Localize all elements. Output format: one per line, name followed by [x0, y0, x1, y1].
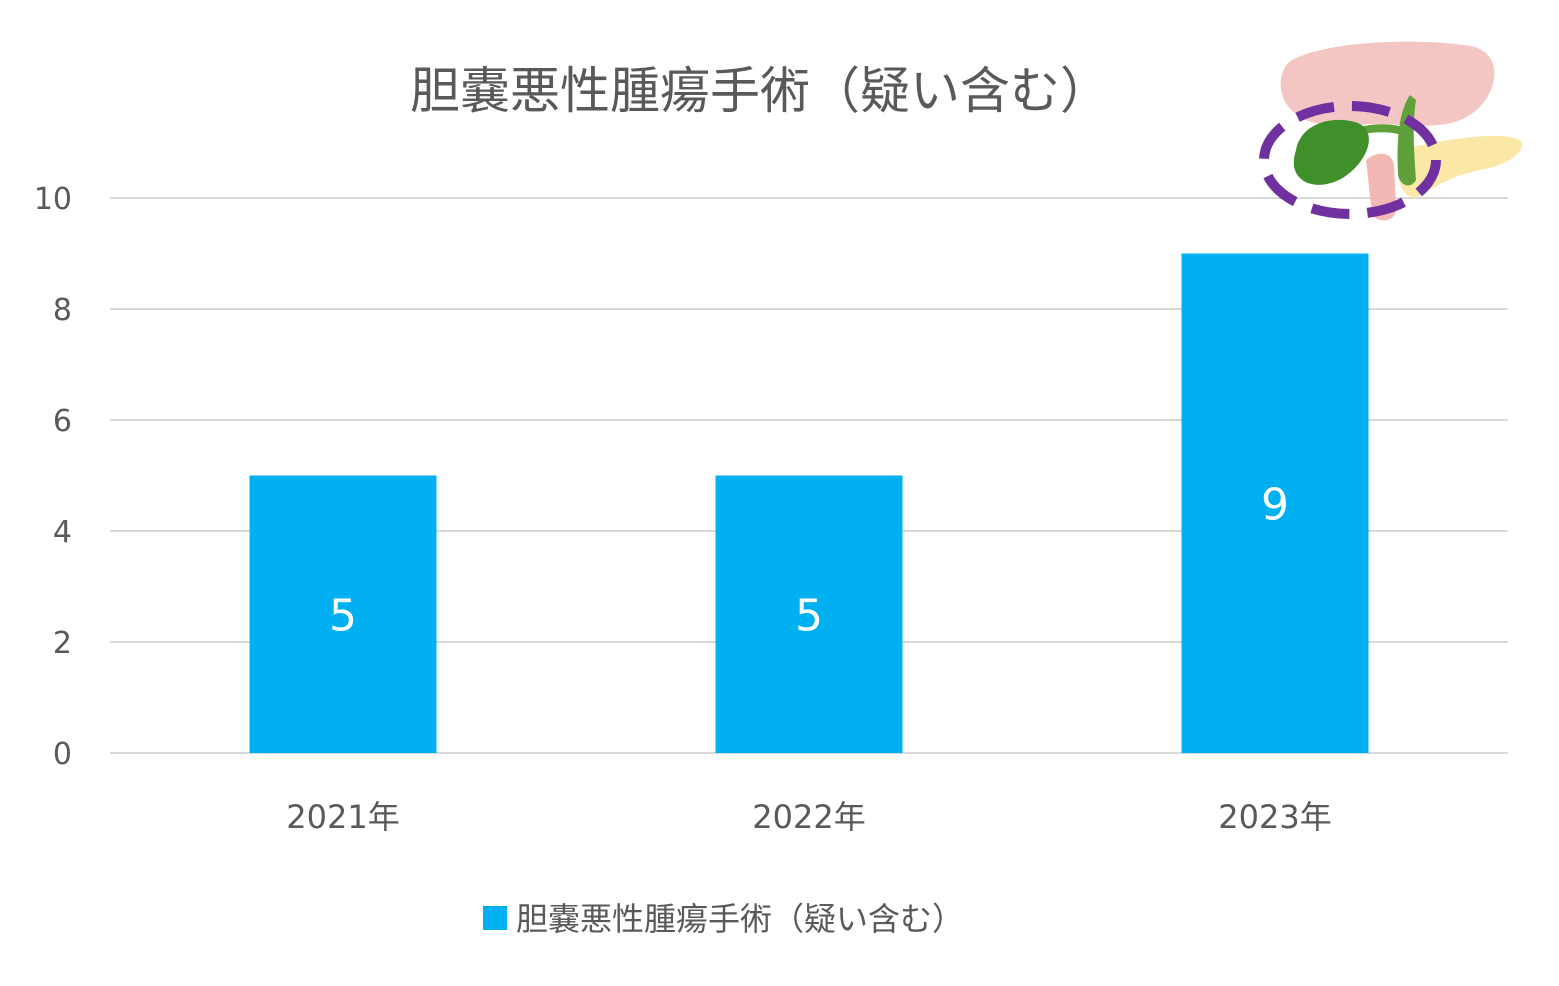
x-tick-label: 2023年 [1218, 798, 1331, 836]
x-axis-ticks: 2021年 2022年 2023年 [286, 798, 1331, 836]
y-tick-label: 2 [53, 626, 72, 661]
x-tick-label: 2021年 [286, 798, 399, 836]
legend-swatch [483, 906, 507, 930]
bar-data-label: 5 [329, 590, 357, 641]
y-axis-ticks: 0 2 4 6 8 10 [34, 182, 72, 772]
x-tick-label: 2022年 [752, 798, 865, 836]
bar [1181, 253, 1369, 753]
bar-data-label: 5 [795, 590, 823, 641]
y-tick-label: 6 [53, 404, 72, 439]
gallbladder-illustration-icon [1259, 41, 1522, 221]
bar [715, 475, 903, 753]
data-labels: 5 5 9 [329, 479, 1289, 641]
y-tick-label: 4 [53, 515, 72, 550]
y-tick-label: 10 [34, 182, 72, 217]
bar-data-label: 9 [1261, 479, 1289, 530]
bars [249, 253, 1369, 753]
chart-title: 胆嚢悪性腫瘍手術（疑い含む） [410, 62, 1110, 120]
bar [249, 475, 437, 753]
legend: 胆嚢悪性腫瘍手術（疑い含む） [483, 900, 964, 938]
legend-label: 胆嚢悪性腫瘍手術（疑い含む） [516, 900, 964, 938]
y-tick-label: 0 [53, 737, 72, 772]
y-tick-label: 8 [53, 293, 72, 328]
